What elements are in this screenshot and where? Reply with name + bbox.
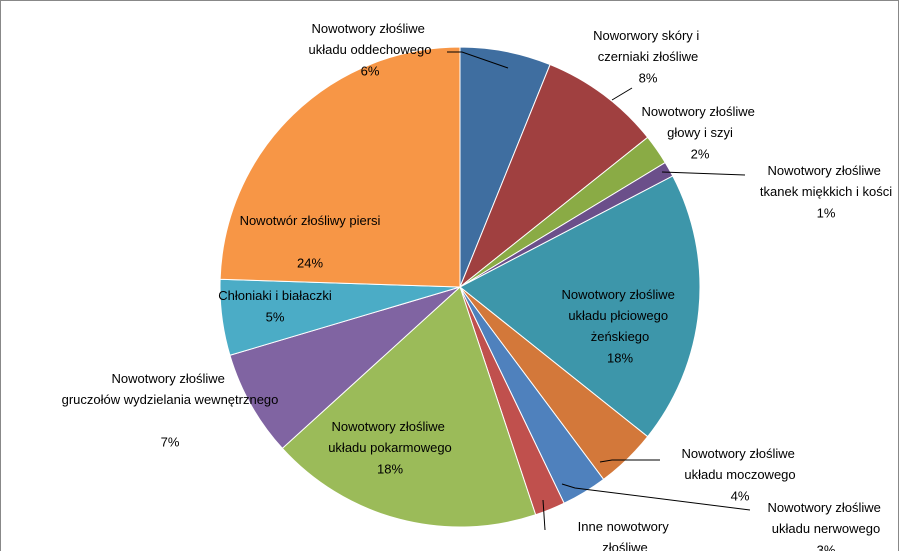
value-label: 5% <box>266 309 285 324</box>
slice-label: Noworwory skóry i czerniaki złośliwe <box>593 28 703 64</box>
pie-slice <box>229 286 461 450</box>
slice-label: Nowotwory złośliwe tkanek miękkich i koś… <box>760 163 892 199</box>
pie-slice <box>219 46 461 288</box>
leader-line <box>599 459 660 463</box>
slice-label: Chłoniaki i białaczki <box>218 288 332 303</box>
pie-slice <box>281 286 537 528</box>
pie-slice <box>458 63 649 289</box>
value-label: 7% <box>161 434 180 449</box>
value-label: 1% <box>817 205 836 220</box>
value-label: 6% <box>361 63 380 78</box>
value-label: 24% <box>297 255 323 270</box>
value-label: 4% <box>731 488 750 503</box>
slice-label: Nowotwory złośliwe układu płciowego żeńs… <box>561 287 678 344</box>
value-label: 3% <box>817 542 836 551</box>
slice-label: Nowotwory złośliwe układu moczowego <box>681 446 798 482</box>
value-label: 18% <box>607 350 633 365</box>
slice-label: Inne nowotwory złośliwe <box>578 519 673 551</box>
slice-label: Nowotwory złośliwe układu nerwowego <box>767 500 884 536</box>
leader-line <box>447 51 509 69</box>
value-label: 8% <box>639 70 658 85</box>
slice-label: Nowotwory złośliwe głowy i szyi <box>641 104 758 140</box>
value-label: 18% <box>377 461 403 476</box>
slice-label: Nowotwór złośliwy piersi <box>240 213 381 228</box>
value-label: 2% <box>691 146 710 161</box>
leader-line <box>561 483 751 511</box>
slice-label: Nowotwory złośliwe układu oddechowego <box>309 21 432 57</box>
pie-slice <box>459 175 701 438</box>
leader-line <box>661 171 746 176</box>
slice-label: Nowotwory złośliwe układu pokarmowego <box>328 419 452 455</box>
leader-line <box>611 87 633 101</box>
slice-label: Nowotwory złośliwe gruczołów wydzielania… <box>62 371 279 407</box>
leader-line <box>542 499 546 531</box>
